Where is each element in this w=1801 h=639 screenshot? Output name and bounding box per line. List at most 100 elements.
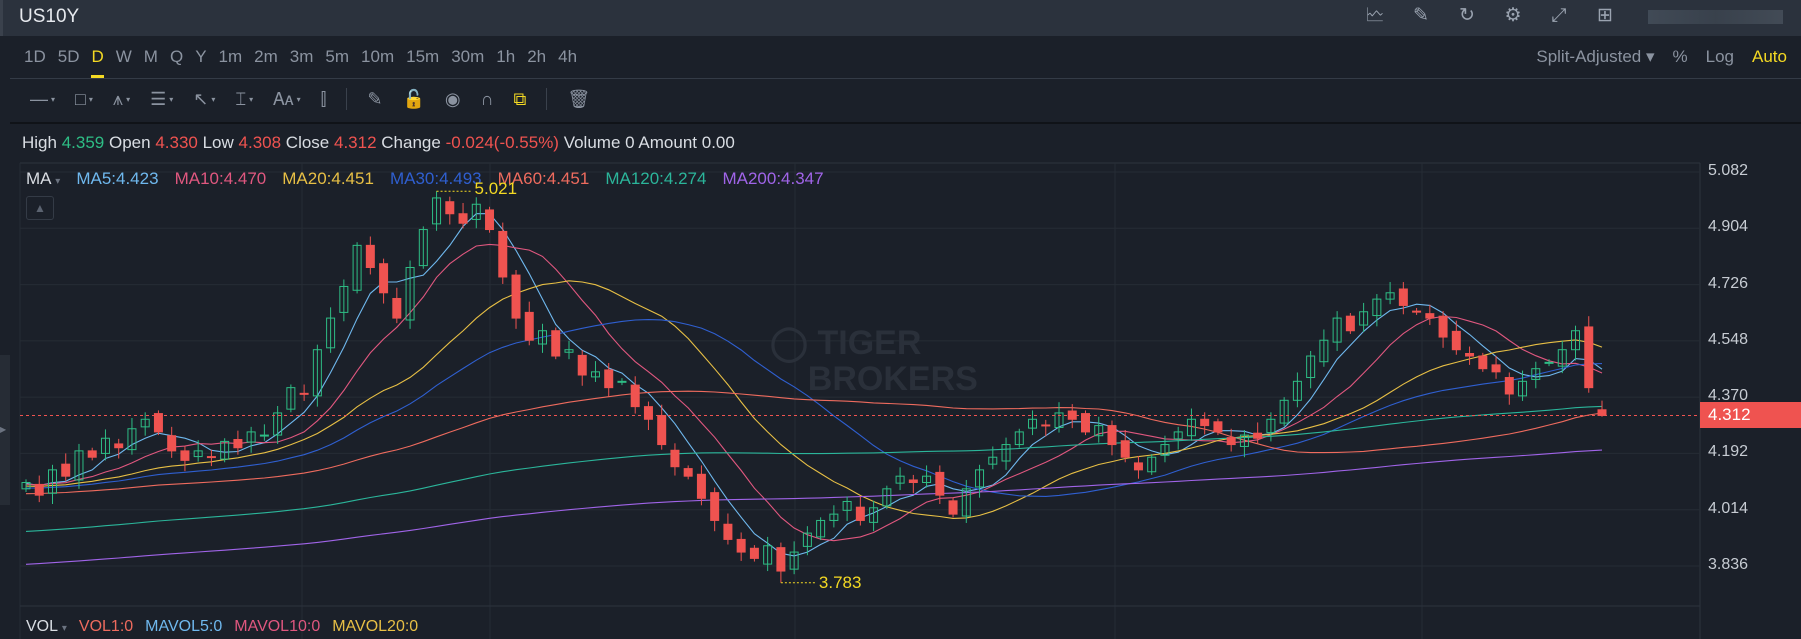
blurred-account: [1648, 10, 1783, 24]
price-tick: 4.192: [1708, 443, 1749, 461]
timeframe-5D[interactable]: 5D: [57, 47, 80, 66]
vol-legend-item: MAVOL5:0: [145, 618, 223, 635]
timeframe-2h[interactable]: 2h: [527, 47, 547, 66]
candle-body: [498, 230, 508, 278]
timeframe-Y[interactable]: Y: [195, 47, 207, 66]
divider: [10, 122, 1801, 124]
high-value: 4.359: [61, 133, 105, 152]
candle-body: [1107, 425, 1117, 446]
timeframe-Q[interactable]: Q: [169, 47, 184, 66]
candle-body: [1160, 444, 1170, 456]
pencil-icon[interactable]: ✎: [367, 88, 383, 109]
candle-body: [180, 450, 190, 461]
timeframe-2m[interactable]: 2m: [254, 47, 278, 66]
candle-body: [1385, 292, 1395, 300]
line-tool-icon[interactable]: — ▾: [30, 88, 56, 109]
timeframe-1h[interactable]: 1h: [496, 47, 516, 66]
split-adjusted-dropdown[interactable]: Split-Adjusted ▾: [1536, 47, 1655, 66]
text-tool-icon[interactable]: 🗛 ▾: [273, 88, 301, 109]
candle-body: [710, 492, 720, 521]
ma-legend-item: MA30:4.493: [389, 169, 482, 188]
timeframe-1D[interactable]: 1D: [24, 47, 46, 66]
candle-body: [445, 201, 455, 215]
ma-line: [25, 390, 1603, 495]
fibonacci-tool-icon[interactable]: ☰ ▾: [150, 88, 174, 109]
candle-body: [604, 369, 614, 389]
candle-body: [829, 513, 839, 521]
candle-body: [816, 519, 826, 538]
ma-indicator-dropdown[interactable]: MA ▾: [26, 169, 61, 188]
percent-toggle[interactable]: %: [1672, 47, 1688, 66]
log-toggle[interactable]: Log: [1705, 47, 1735, 66]
candle-body: [365, 244, 375, 268]
timeframe-4h[interactable]: 4h: [558, 47, 578, 66]
candle-body: [326, 317, 336, 349]
rectangle-tool-icon[interactable]: □ ▾: [75, 88, 93, 109]
edit-icon[interactable]: ✎: [1413, 5, 1429, 26]
timeframe-W[interactable]: W: [115, 47, 132, 66]
link-icon[interactable]: ⧉: [513, 88, 527, 109]
grid-layout-icon[interactable]: ⊞: [1597, 5, 1613, 26]
candle-body: [34, 483, 44, 496]
timeframe-3m[interactable]: 3m: [289, 47, 314, 66]
trash-icon[interactable]: 🗑: [567, 88, 591, 109]
close-value: 4.312: [334, 133, 377, 152]
timeframe-15m[interactable]: 15m: [406, 47, 440, 66]
candle-body: [206, 456, 216, 459]
magnet-icon[interactable]: ∩: [480, 88, 494, 109]
candle-body: [1028, 418, 1038, 429]
side-panel-handle[interactable]: ▶: [0, 355, 10, 505]
candle-body: [233, 439, 243, 449]
settings-icon[interactable]: ⚙: [1504, 5, 1522, 26]
candle-body: [259, 434, 269, 437]
divider: [10, 78, 1801, 79]
timeframe-5m[interactable]: 5m: [325, 47, 350, 66]
price-tick: 4.548: [1708, 330, 1749, 348]
vol-indicator-dropdown[interactable]: VOL ▾: [26, 618, 67, 635]
candle-body: [286, 387, 296, 410]
candle-body: [630, 384, 640, 408]
drawing-toolbar: — ▾ □ ▾ ⩚ ▾ ☰ ▾ ↖ ▾ ⌶ ▾ 🗛 ▾ ⫿ ✎ 🔓 ◉ ∩ ⧉ 🗑: [30, 88, 590, 110]
candle-body: [1253, 432, 1263, 439]
candle-body: [524, 311, 534, 341]
candle-body: [657, 414, 667, 446]
separator: [546, 88, 548, 110]
timeframe-10m[interactable]: 10m: [361, 47, 395, 66]
candle-body: [736, 538, 746, 553]
low-value: 4.308: [238, 133, 282, 152]
timeframe-D[interactable]: D: [85, 44, 109, 78]
collapse-legend-button[interactable]: ▲: [26, 196, 54, 220]
timeframe-M[interactable]: M: [143, 47, 158, 66]
candle-body: [1120, 440, 1130, 458]
auto-toggle[interactable]: Auto: [1752, 47, 1787, 66]
candle-body: [1372, 298, 1382, 317]
unlock-icon[interactable]: 🔓: [402, 88, 425, 109]
indicator-tool-icon[interactable]: ⫿: [320, 88, 327, 109]
candle-body: [74, 450, 84, 481]
timeframe-30m[interactable]: 30m: [451, 47, 485, 66]
volume-legend: VOL ▾ VOL1:0 MAVOL5:0 MAVOL10:0 MAVOL20:0: [26, 618, 418, 636]
price-tick: 4.370: [1708, 387, 1749, 405]
candle-body: [763, 545, 773, 565]
vol-legend-item: MAVOL10:0: [234, 618, 321, 635]
eye-icon[interactable]: ◉: [444, 88, 461, 109]
timeframe-1m[interactable]: 1m: [218, 47, 243, 66]
candle-body: [869, 507, 879, 523]
arrow-tool-icon[interactable]: ↖ ▾: [193, 88, 216, 109]
candle-body: [908, 479, 918, 484]
measure-tool-icon[interactable]: ⌶ ▾: [235, 88, 254, 109]
pattern-tool-icon[interactable]: ⩚ ▾: [112, 88, 131, 109]
ma-legend-item: MA5:4.423: [76, 169, 159, 188]
candle-body: [1425, 313, 1435, 319]
candle-body: [1001, 444, 1011, 462]
candle-body: [1306, 355, 1316, 379]
candle-body: [1014, 431, 1024, 446]
ma-line: [25, 449, 1603, 565]
candle-body: [1186, 418, 1196, 437]
ma-line: [25, 213, 1603, 557]
fullscreen-icon[interactable]: ⤢: [1551, 5, 1567, 26]
chart-monitor-icon[interactable]: 🗠: [1365, 5, 1385, 26]
candle-body: [948, 500, 958, 515]
refresh-icon[interactable]: ↻: [1459, 5, 1475, 26]
